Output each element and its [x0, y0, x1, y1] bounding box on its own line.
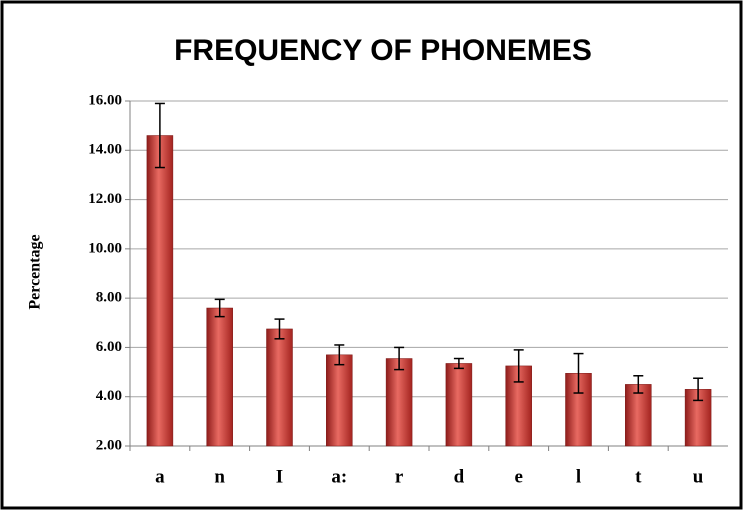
x-tick-label: l — [576, 466, 581, 487]
error-bar — [693, 377, 704, 402]
error-bar — [513, 349, 524, 383]
error-bar — [453, 357, 464, 370]
y-tick-label: 10.00 — [88, 240, 122, 256]
y-tick-label: 4.00 — [96, 388, 122, 404]
x-tick-label: r — [395, 466, 404, 487]
bar — [326, 354, 353, 447]
x-tick-label: a: — [331, 466, 347, 487]
x-tick-label: t — [635, 466, 642, 487]
bar — [206, 307, 233, 447]
bar — [266, 328, 293, 447]
chart-title: FREQUENCY OF PHONEMES — [174, 34, 592, 67]
y-tick-label: 12.00 — [88, 191, 122, 207]
y-tick-label: 14.00 — [88, 142, 122, 158]
y-axis-label: Percentage — [27, 234, 44, 309]
error-bar — [214, 298, 225, 318]
error-bar — [633, 375, 644, 394]
error-bar — [154, 102, 165, 169]
bar — [385, 358, 413, 447]
error-bar — [394, 346, 405, 371]
x-tick-label: n — [214, 466, 225, 487]
x-tick-label: d — [454, 466, 465, 487]
bar — [445, 363, 473, 447]
x-tick-label: I — [276, 466, 283, 487]
y-tick-label: 6.00 — [96, 339, 122, 355]
y-tick-label: 8.00 — [96, 290, 122, 306]
error-bar — [573, 352, 584, 394]
y-tick-label: 2.00 — [96, 437, 122, 453]
bar — [625, 384, 652, 447]
x-tick-label: e — [514, 466, 522, 487]
bar — [146, 135, 174, 447]
x-tick-label: u — [693, 466, 704, 487]
error-bar — [334, 344, 345, 366]
x-tick-label: a — [155, 466, 165, 487]
y-tick-label: 16.00 — [88, 92, 122, 108]
error-bar — [274, 318, 285, 340]
